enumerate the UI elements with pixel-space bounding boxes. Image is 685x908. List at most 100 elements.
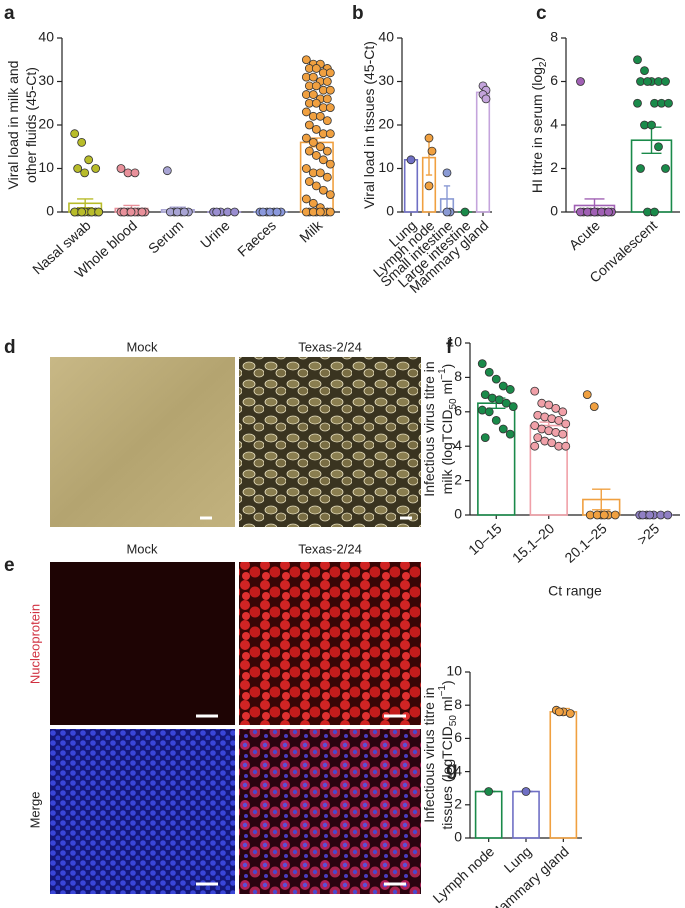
- label-part: Viral load in milk and: [5, 61, 21, 190]
- label-part: −1: [437, 368, 448, 380]
- data-point: [480, 433, 490, 443]
- bar: [549, 711, 578, 839]
- data-point: [301, 133, 311, 143]
- data-point: [137, 207, 147, 217]
- y-tick-label: 4: [454, 762, 462, 778]
- column-label: Mock: [126, 339, 158, 354]
- x-tick-label: 10–15: [465, 520, 505, 558]
- data-point: [558, 429, 568, 439]
- data-point: [325, 129, 335, 139]
- data-point: [311, 124, 321, 134]
- x-tick-label: Lymph node: [430, 843, 498, 906]
- data-point: [501, 398, 511, 408]
- data-point: [582, 390, 592, 400]
- y-tick-label: 30: [378, 72, 394, 88]
- data-point: [530, 421, 540, 430]
- data-point: [633, 98, 642, 108]
- y-tick-label: 6: [454, 403, 462, 419]
- x-tick-label: 20.1–25: [561, 520, 609, 566]
- y-tick-label: 20: [38, 116, 54, 132]
- y-tick-label: 6: [454, 729, 462, 745]
- data-point: [325, 159, 335, 169]
- data-point: [304, 177, 314, 186]
- label-part: ml: [439, 380, 455, 399]
- data-point: [91, 164, 101, 173]
- panel-label: a: [4, 3, 15, 24]
- y-tick-label: 10: [38, 159, 54, 175]
- row-label: Nucleoprotein: [27, 604, 42, 684]
- bar: [512, 790, 540, 839]
- y-tick-label: 8: [550, 29, 558, 45]
- data-point: [301, 164, 311, 173]
- label-part: 50: [448, 398, 459, 410]
- data-point: [212, 207, 222, 217]
- column-label: Texas-2/24: [298, 339, 362, 354]
- data-point: [318, 185, 328, 195]
- y-tick-label: 4: [454, 437, 462, 453]
- label-part: HI titre in serum (log: [529, 67, 545, 193]
- data-point: [661, 77, 670, 86]
- micrograph: [239, 357, 421, 527]
- data-point: [304, 120, 314, 130]
- x-tick-label: Serum: [145, 217, 186, 256]
- data-point: [94, 207, 104, 217]
- bar: [403, 159, 419, 213]
- data-point: [325, 190, 335, 200]
- data-point: [484, 407, 494, 417]
- y-axis-label: Infectious virus titre in: [421, 687, 437, 822]
- label-part: milk (logTCID: [439, 410, 455, 495]
- data-point: [80, 168, 90, 178]
- y-tick-label: 0: [454, 829, 462, 845]
- y-axis-label: Infectious virus titre in: [421, 361, 437, 496]
- data-point: [311, 81, 321, 91]
- data-point: [554, 415, 564, 425]
- data-point: [481, 94, 491, 104]
- y-tick-label: 4: [550, 116, 558, 132]
- y-tick-label: 40: [378, 29, 394, 45]
- data-point: [544, 400, 554, 410]
- data-point: [647, 120, 656, 130]
- data-point: [505, 385, 515, 394]
- panel-label: b: [352, 3, 364, 24]
- data-point: [84, 155, 94, 165]
- data-point: [130, 168, 140, 178]
- data-point: [325, 207, 335, 217]
- data-point: [308, 198, 318, 208]
- data-point: [424, 181, 434, 191]
- data-point: [565, 709, 575, 718]
- y-tick-label: 10: [446, 334, 462, 350]
- micrograph: [50, 729, 235, 894]
- y-tick-label: 8: [454, 696, 462, 712]
- label-part: Infectious virus titre in: [421, 361, 437, 496]
- label-part: 2: [538, 61, 549, 67]
- panel-label: d: [4, 337, 16, 358]
- data-point: [599, 510, 609, 520]
- data-point: [301, 55, 311, 65]
- y-axis-label: Viral load in tissues (45-Ct): [361, 41, 377, 209]
- data-point: [322, 116, 332, 126]
- data-point: [533, 433, 543, 443]
- y-tick-label: 0: [454, 506, 462, 522]
- data-point: [484, 787, 494, 796]
- data-point: [484, 367, 494, 377]
- data-point: [636, 164, 645, 173]
- x-tick-label: Faeces: [234, 217, 279, 260]
- data-point: [561, 419, 571, 429]
- data-point: [530, 386, 540, 396]
- label-part: Viral load in tissues (45-Ct): [361, 41, 377, 209]
- data-point: [491, 374, 501, 384]
- data-point: [664, 98, 673, 108]
- data-point: [308, 90, 318, 99]
- data-point: [116, 164, 126, 173]
- y-axis-label: milk (logTCID50 ml−1): [437, 364, 459, 495]
- x-tick-label: 15.1–20: [509, 520, 557, 566]
- micrograph: [50, 357, 235, 527]
- data-point: [308, 72, 318, 82]
- data-point: [315, 111, 325, 121]
- data-point: [315, 168, 325, 178]
- data-point: [498, 424, 508, 434]
- label-part: ): [439, 680, 455, 685]
- data-point: [530, 441, 540, 451]
- data-point: [179, 207, 189, 217]
